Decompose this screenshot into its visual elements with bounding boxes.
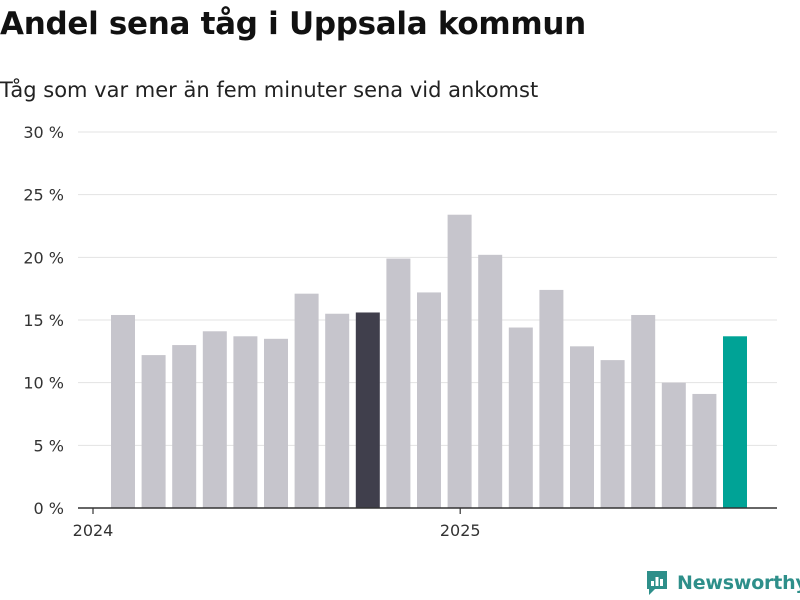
- bar-2024-01: [111, 314, 135, 508]
- bar-2024-06: [264, 338, 288, 508]
- newsworthy-logo-icon: [647, 571, 667, 595]
- x-tick-label-2025: 2025: [440, 521, 481, 540]
- bar-2024-07: [294, 293, 319, 508]
- bar-2024-05: [233, 336, 258, 508]
- bar-2024-12: [447, 214, 472, 508]
- y-axis-ticks: 0 % 5 % 10 % 15 % 20 % 25 % 30 %: [23, 123, 64, 518]
- bar-2025-07: [661, 382, 686, 508]
- bar-2025-08: [692, 393, 717, 508]
- y-tick-label-0: 0 %: [34, 499, 64, 518]
- bar-2024-10: [386, 258, 411, 508]
- bar-2024-04: [202, 331, 227, 508]
- bar-2025-01: [478, 254, 503, 508]
- chart-subtitle: Tåg som var mer än fem minuter sena vid …: [0, 78, 539, 102]
- brand-footer: Newsworthy: [645, 568, 800, 598]
- bar-2024-09: [355, 312, 380, 508]
- x-tick-label-2024: 2024: [73, 521, 114, 540]
- bar-2024-02: [141, 355, 166, 508]
- chart-title: Andel sena tåg i Uppsala kommun: [0, 6, 586, 42]
- brand-name: Newsworthy: [677, 572, 800, 594]
- bar-2025-04: [570, 346, 594, 508]
- bar-2025-09: [723, 336, 747, 508]
- bars: [111, 214, 747, 508]
- y-tick-label-15: 15 %: [23, 311, 64, 330]
- bar-2025-06: [631, 314, 656, 508]
- x-axis-ticks: 2024 2025: [73, 508, 481, 540]
- bar-2025-02: [508, 327, 533, 508]
- bar-2024-03: [172, 345, 197, 508]
- y-tick-label-5: 5 %: [34, 436, 64, 455]
- y-tick-label-10: 10 %: [23, 374, 64, 393]
- bar-2025-05: [600, 360, 625, 508]
- bar-2024-08: [325, 313, 350, 508]
- y-tick-label-30: 30 %: [23, 123, 64, 142]
- bar-chart: 0 % 5 % 10 % 15 % 20 % 25 % 30 % 2024 2025: [23, 123, 777, 540]
- bar-2025-03: [539, 289, 564, 508]
- y-tick-label-25: 25 %: [23, 186, 64, 205]
- y-tick-label-20: 20 %: [23, 248, 64, 267]
- bar-2024-11: [417, 292, 441, 508]
